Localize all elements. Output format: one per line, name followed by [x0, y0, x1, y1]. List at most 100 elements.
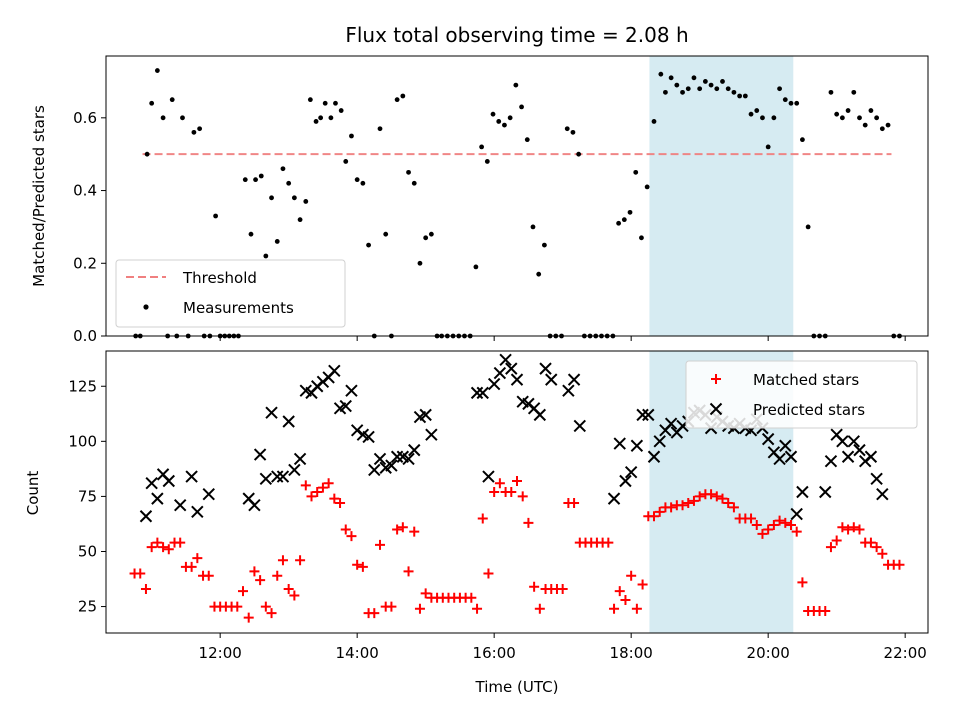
measurement-point	[800, 137, 805, 143]
predicted-star-point	[248, 499, 261, 512]
predicted-star-point	[487, 377, 501, 391]
bottom-plot-frame	[105, 350, 929, 634]
measurement-point	[149, 100, 155, 106]
predicted-star-point	[533, 408, 547, 422]
measurement-point	[248, 231, 254, 237]
measurement-point	[851, 89, 857, 95]
measurement-point	[885, 122, 891, 128]
matched-star-point	[837, 522, 848, 533]
matched-star-point	[871, 542, 882, 553]
measurement-point	[502, 122, 507, 128]
predicted-star-point	[853, 443, 866, 457]
matched-star-point	[403, 566, 414, 577]
top-ytick-label: 0.0	[73, 327, 97, 345]
measurement-point	[411, 180, 417, 186]
matched-star-point	[232, 601, 243, 612]
predicted-star-point	[499, 353, 512, 367]
measurement-point	[490, 111, 496, 117]
predicted-star-point	[647, 450, 661, 463]
matched-star-point	[175, 537, 186, 548]
predicted-star-point	[390, 450, 404, 463]
measurement-point	[685, 86, 691, 92]
measurement-point	[680, 89, 685, 95]
predicted-star-point	[653, 435, 666, 448]
predicted-star-point	[470, 386, 484, 400]
measurement-point	[328, 115, 334, 121]
matched-star-point	[569, 498, 580, 509]
matched-star-point	[335, 498, 346, 509]
measurement-point	[423, 235, 429, 241]
predicted-star-point	[145, 476, 158, 490]
matched-star-point	[300, 480, 311, 491]
predicted-star-point	[567, 373, 581, 386]
measurement-point	[307, 97, 313, 103]
measurement-point	[519, 104, 524, 110]
matched-star-point	[706, 489, 717, 500]
predicted-star-point	[819, 485, 832, 499]
matched-star-point	[249, 566, 260, 577]
measurement-point	[394, 97, 400, 103]
predicted-star-point	[362, 430, 375, 444]
measurement-point	[845, 108, 851, 113]
measurement-point	[377, 126, 383, 132]
matched-star-point	[266, 608, 277, 619]
measurement-point	[191, 129, 197, 135]
matched-star-point	[203, 570, 214, 581]
bottom-ytick-label: 100	[68, 432, 97, 450]
predicted-star-point	[642, 408, 655, 422]
predicted-star-point	[836, 435, 849, 448]
predicted-star-point	[847, 435, 860, 448]
measurement-point	[343, 159, 349, 164]
matched-star-point	[152, 537, 163, 548]
bottom-legend-box	[685, 360, 918, 429]
measurement-point	[479, 144, 485, 150]
measurement-point	[702, 79, 708, 84]
predicted-star-point	[191, 505, 204, 519]
measurement-point	[742, 93, 748, 99]
measurement-point	[513, 82, 519, 88]
matched-star-point	[786, 520, 796, 531]
predicted-star-point	[779, 439, 792, 452]
predicted-star-point	[368, 463, 381, 477]
measurement-point	[274, 239, 280, 244]
measurement-point	[857, 115, 862, 121]
matched-star-point	[717, 493, 728, 504]
matched-star-point	[409, 526, 420, 537]
matched-star-point	[295, 555, 306, 566]
bottom-ytick-label: 50	[78, 542, 97, 560]
bottom-ytick-label: 75	[78, 487, 97, 505]
measurement-point	[536, 271, 542, 277]
predicted-star-point	[174, 499, 187, 512]
matched-star-point	[723, 498, 734, 509]
predicted-star-point	[253, 448, 267, 461]
matched-star-point	[329, 493, 340, 504]
predicted-star-point	[545, 373, 558, 386]
bottom-panel: 25 50 75 100 125 12:00 14:00 16:00 18:00 20:00 22:…	[24, 350, 929, 696]
measurement-point	[144, 151, 150, 157]
matched-star-point	[791, 526, 802, 537]
measurement-point	[616, 220, 622, 226]
matched-star-point	[843, 524, 854, 535]
predicted-star-point	[773, 452, 786, 466]
measurement-point	[564, 126, 570, 132]
matched-star-point	[277, 555, 288, 566]
measurement-point	[868, 108, 874, 113]
matched-star-point	[414, 603, 425, 614]
bottom-legend: Matched stars Predicted stars	[685, 360, 918, 429]
matched-star-point	[637, 579, 648, 590]
predicted-star-point	[276, 470, 290, 483]
top-legend-box	[115, 259, 346, 328]
matched-star-point	[357, 561, 368, 572]
measurement-point	[524, 137, 530, 143]
predicted-star-point	[761, 432, 775, 446]
predicted-star-point	[624, 465, 638, 479]
measurement-point	[794, 100, 800, 106]
measurement-point	[400, 93, 406, 99]
predicted-star-point	[425, 428, 438, 441]
measurement-point	[473, 264, 479, 270]
matched-star-point	[620, 594, 631, 605]
measurement-point	[366, 242, 371, 248]
measurement-point	[788, 100, 794, 106]
matched-star-point	[774, 515, 785, 526]
measurement-point	[674, 82, 680, 88]
